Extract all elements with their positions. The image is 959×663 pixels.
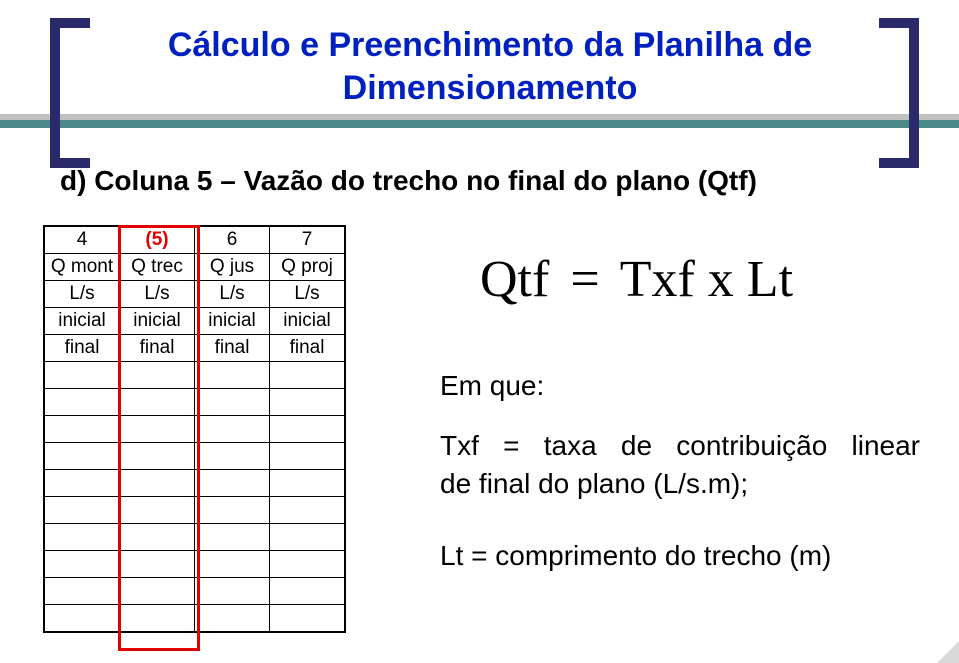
colname-qtrec: Q trec bbox=[120, 254, 195, 281]
formula-lhs: Qtf bbox=[480, 251, 549, 308]
table-row-names: Q mont Q trec Q jus Q proj bbox=[45, 254, 345, 281]
legend-heading: Em que: bbox=[440, 370, 544, 402]
table-row-units: L/s L/s L/s L/s bbox=[45, 281, 345, 308]
cell-final-2: final bbox=[195, 335, 270, 362]
legend-line2: de final do plano (L/s.m); bbox=[440, 468, 920, 500]
corner-fold-icon bbox=[937, 641, 959, 663]
cell-initial-1: inicial bbox=[120, 308, 195, 335]
cell-initial-2: inicial bbox=[195, 308, 270, 335]
title-line1: Cálculo e Preenchimento da Planilha de bbox=[168, 26, 812, 64]
unit-0: L/s bbox=[45, 281, 120, 308]
table-row-initial: inicial inicial inicial inicial bbox=[45, 308, 345, 335]
unit-2: L/s bbox=[195, 281, 270, 308]
colname-qjus: Q jus bbox=[195, 254, 270, 281]
formula: Qtf = Txf x Lt bbox=[480, 250, 793, 309]
table-row-nums: 4 (5) 6 7 bbox=[45, 227, 345, 254]
page-title: Cálculo e Preenchimento da Planilha de D… bbox=[120, 24, 860, 109]
table-row bbox=[45, 551, 345, 578]
subtitle: d) Coluna 5 – Vazão do trecho no final d… bbox=[60, 165, 757, 197]
formula-rhs: Txf x Lt bbox=[620, 251, 793, 308]
header-band bbox=[0, 110, 959, 130]
table-row bbox=[45, 524, 345, 551]
table-row bbox=[45, 362, 345, 389]
unit-1: L/s bbox=[120, 281, 195, 308]
bracket-right bbox=[879, 18, 919, 168]
colnum-5: (5) bbox=[120, 227, 195, 254]
table-row bbox=[45, 389, 345, 416]
table-row bbox=[45, 605, 345, 632]
bracket-left bbox=[50, 18, 90, 168]
colnum-4: 4 bbox=[45, 227, 120, 254]
cell-initial-0: inicial bbox=[45, 308, 120, 335]
colnum-7: 7 bbox=[270, 227, 345, 254]
table-row-final: final final final final bbox=[45, 335, 345, 362]
colnum-6: 6 bbox=[195, 227, 270, 254]
formula-eq: = bbox=[562, 251, 607, 308]
legend-line1: Txf = taxa de contribuição linear bbox=[440, 430, 920, 462]
colname-qmont: Q mont bbox=[45, 254, 120, 281]
cell-final-0: final bbox=[45, 335, 120, 362]
band-teal bbox=[0, 120, 959, 128]
table-row bbox=[45, 578, 345, 605]
unit-3: L/s bbox=[270, 281, 345, 308]
cell-initial-3: inicial bbox=[270, 308, 345, 335]
table-row bbox=[45, 497, 345, 524]
legend-line3: Lt = comprimento do trecho (m) bbox=[440, 540, 920, 572]
table-row bbox=[45, 443, 345, 470]
colname-qproj: Q proj bbox=[270, 254, 345, 281]
table-row bbox=[45, 470, 345, 497]
cell-final-1: final bbox=[120, 335, 195, 362]
title-line2: Dimensionamento bbox=[343, 69, 638, 107]
data-table: 4 (5) 6 7 Q mont Q trec Q jus Q proj L/s… bbox=[43, 225, 346, 633]
table-row bbox=[45, 416, 345, 443]
cell-final-3: final bbox=[270, 335, 345, 362]
